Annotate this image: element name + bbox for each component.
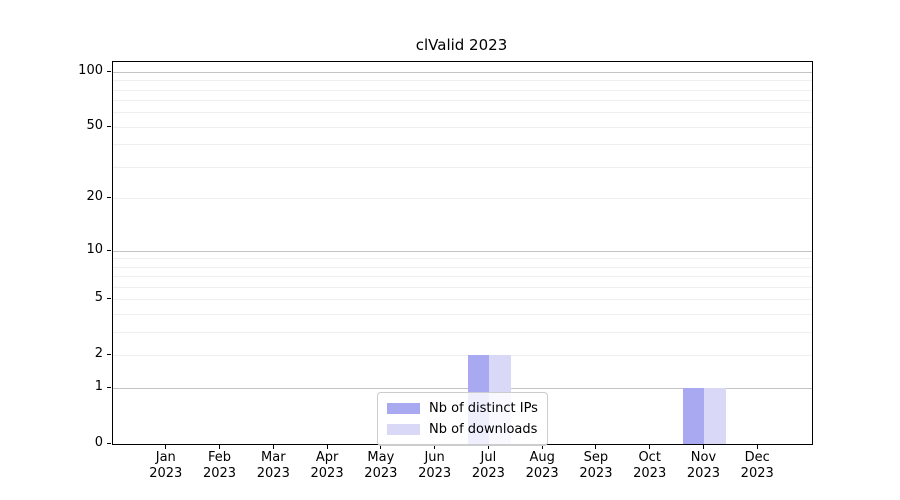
chart-title: clValid 2023 — [415, 36, 508, 54]
minor-gridline — [113, 80, 812, 82]
downloads-bar — [704, 388, 726, 444]
x-tick-mark — [487, 445, 489, 449]
legend-label-downloads: Nb of downloads — [429, 422, 538, 437]
x-tick-mark — [702, 445, 704, 449]
minor-gridline — [113, 355, 812, 357]
minor-gridline — [113, 266, 812, 268]
legend-entry-downloads: Nb of downloads — [387, 419, 538, 440]
legend-label-distinct-ips: Nb of distinct IPs — [429, 401, 538, 416]
y-tick-mark — [107, 298, 111, 300]
y-tick-label: 2 — [94, 346, 103, 362]
x-tick-mark — [541, 445, 543, 449]
x-tick-mark — [756, 445, 758, 449]
x-tick-label: Feb 2023 — [202, 450, 237, 481]
x-tick-mark — [165, 445, 167, 449]
minor-gridline — [113, 314, 812, 316]
x-tick-label: Jul 2023 — [471, 450, 505, 481]
y-tick-label: 5 — [94, 290, 103, 306]
x-tick-label: Mar 2023 — [256, 450, 290, 481]
x-tick-label: Jan 2023 — [149, 450, 183, 481]
y-tick-label: 50 — [86, 117, 103, 133]
x-tick-label: Aug 2023 — [525, 450, 559, 481]
minor-gridline — [113, 276, 812, 278]
minor-gridline — [113, 198, 812, 200]
minor-gridline — [113, 167, 812, 169]
y-tick-mark — [107, 249, 111, 251]
major-gridline — [113, 250, 812, 252]
y-tick-label: 100 — [78, 62, 103, 78]
x-tick-mark — [219, 445, 221, 449]
x-tick-mark — [434, 445, 436, 449]
major-gridline — [113, 71, 812, 73]
y-tick-mark — [107, 70, 111, 72]
minor-gridline — [113, 299, 812, 301]
y-tick-mark — [107, 443, 111, 444]
major-gridline — [113, 388, 812, 390]
y-tick-label: 0 — [94, 435, 103, 450]
downloads-swatch — [387, 424, 420, 435]
minor-gridline — [113, 100, 812, 102]
legend-entry-distinct-ips: Nb of distinct IPs — [387, 398, 538, 419]
legend: Nb of distinct IPs Nb of downloads — [377, 392, 548, 446]
distinct-ips-bar — [682, 388, 705, 444]
minor-gridline — [113, 126, 812, 128]
y-tick-mark — [107, 354, 111, 356]
minor-gridline — [113, 287, 812, 289]
minor-gridline — [113, 89, 812, 91]
minor-gridline — [113, 144, 812, 146]
y-tick-mark — [107, 197, 111, 199]
x-tick-label: Dec 2023 — [740, 450, 774, 481]
x-tick-mark — [380, 445, 382, 449]
minor-gridline — [113, 332, 812, 334]
x-tick-mark — [595, 445, 597, 449]
distinct-ips-swatch — [387, 403, 420, 414]
y-tick-label: 1 — [94, 379, 103, 395]
y-tick-mark — [107, 387, 111, 389]
y-tick-mark — [107, 125, 111, 127]
y-tick-label: 10 — [86, 241, 103, 257]
x-tick-label: May 2023 — [364, 450, 398, 481]
x-tick-label: Oct 2023 — [633, 450, 667, 481]
x-tick-label: Apr 2023 — [310, 450, 344, 481]
x-tick-mark — [649, 445, 651, 449]
y-tick-label: 20 — [86, 189, 103, 205]
x-tick-label: Nov 2023 — [686, 450, 720, 481]
x-tick-mark — [272, 445, 274, 449]
x-tick-mark — [326, 445, 328, 449]
plot-area — [112, 61, 813, 445]
minor-gridline — [113, 258, 812, 260]
x-tick-label: Jun 2023 — [418, 450, 452, 481]
minor-gridline — [113, 112, 812, 114]
x-tick-label: Sep 2023 — [579, 450, 613, 481]
